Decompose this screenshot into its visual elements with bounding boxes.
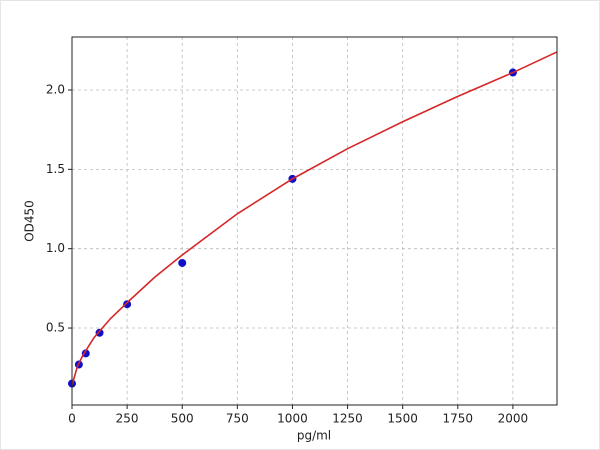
y-tick-label: 1.0 xyxy=(46,241,65,255)
y-tick-label: 0.5 xyxy=(46,321,65,335)
data-point xyxy=(178,258,187,267)
x-tick-label: 750 xyxy=(226,412,249,426)
x-tick-label: 1250 xyxy=(332,412,363,426)
data-point xyxy=(81,349,90,358)
y-tick-label: 1.5 xyxy=(46,162,65,176)
x-tick-label: 0 xyxy=(68,412,76,426)
x-tick-label: 1000 xyxy=(277,412,308,426)
x-tick-label: 250 xyxy=(116,412,139,426)
x-tick-label: 500 xyxy=(171,412,194,426)
x-tick-label: 2000 xyxy=(498,412,529,426)
data-point xyxy=(123,300,132,309)
data-point xyxy=(95,328,104,337)
fit-curve xyxy=(71,51,558,386)
y-axis-label: OD450 xyxy=(23,200,37,242)
x-tick-label: 1750 xyxy=(443,412,474,426)
x-tick-label: 1500 xyxy=(387,412,418,426)
y-tick-label: 2.0 xyxy=(46,83,65,97)
plot-frame xyxy=(71,36,558,406)
x-axis-label: pg/ml xyxy=(297,429,331,443)
